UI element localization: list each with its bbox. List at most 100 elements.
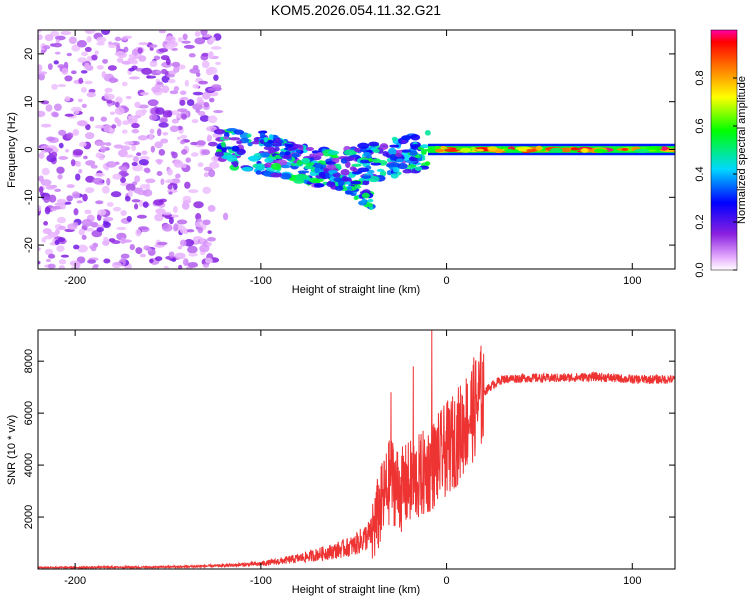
noise-blob [207,230,212,234]
chirp-blob [345,191,353,195]
noise-blob [192,91,204,96]
noise-blob [61,67,69,75]
noise-blob [193,201,204,209]
noise-blob [58,265,65,269]
noise-blob [179,90,187,96]
noise-blob [184,181,191,189]
noise-blob [141,150,148,155]
snr-y-tick-label: 8000 [23,349,35,373]
chirp-blob [346,181,351,185]
noise-blob [44,248,54,256]
chirp-blob [228,137,241,141]
noise-blob [75,163,81,167]
noise-blob [162,211,172,215]
noise-blob [197,110,206,117]
noise-blob [84,62,90,70]
chirp-blob [420,144,430,149]
noise-blob [160,138,169,144]
colorbar-tick-label: 0.8 [694,70,706,85]
noise-blob [201,91,211,100]
noise-blob [44,34,54,42]
noise-blob [177,245,183,250]
noise-blob [173,183,178,190]
noise-blob [76,120,88,127]
chirp-blob [414,154,421,159]
colorbar-tick-label: 0.4 [694,166,706,181]
noise-blob [155,107,165,115]
noise-blob [189,68,201,74]
noise-blob [177,37,183,43]
noise-blob [113,144,124,149]
carrier-blob [526,148,538,153]
spectrogram-x-tick-label: 0 [444,275,450,287]
noise-blob [201,60,210,69]
noise-blob [177,108,188,113]
noise-blob [128,67,135,72]
noise-blob [38,71,48,75]
noise-blob [40,50,45,54]
carrier-blob [634,148,650,153]
noise-blob [112,206,122,212]
snr-x-tick-label: 100 [623,575,641,587]
chirp-blob [341,175,349,182]
noise-blob [138,226,149,230]
noise-blob [206,134,212,142]
noise-blob [42,228,52,235]
chirp-blob [379,143,389,150]
noise-blob [165,179,174,184]
noise-blob [179,239,187,247]
noise-blob [168,78,176,84]
noise-blob [95,152,103,159]
noise-blob [41,237,47,243]
chirp-blob [351,163,362,167]
noise-blob [114,51,126,57]
snr-y-ticks: 2000 4000 6000 8000 [23,349,675,529]
noise-blob [56,166,65,174]
chirp-blob [366,169,375,174]
carrier-blob [487,146,498,151]
colorbar-gradient [710,29,738,271]
spectrogram-y-tick-label: 10 [23,96,35,108]
chirp-blob [401,140,407,144]
noise-blob [191,118,199,124]
noise-blob [111,124,117,129]
noise-blob [57,64,65,69]
noise-blob [156,159,162,165]
noise-blob [72,222,79,227]
noise-blob [120,176,126,184]
chirp-blob [414,166,423,171]
noise-blob [45,185,56,190]
spectrogram-x-tick-label: -200 [64,275,86,287]
chirp-blob [272,143,282,147]
noise-blob [114,107,125,116]
chirp-blob [301,157,311,164]
noise-blob [147,99,159,107]
noise-blob [135,109,146,117]
noise-blob [44,206,51,215]
noise-blob [186,229,195,233]
noise-blob [200,30,208,36]
noise-blob [135,247,143,255]
noise-blob [153,55,161,61]
noise-blob [142,189,153,197]
noise-blob [79,141,87,147]
chirp-blob [259,132,266,139]
noise-blob [74,261,81,269]
noise-blob [180,113,188,120]
chirp-blob [357,167,370,173]
noise-blob [156,70,161,74]
noise-blob [107,65,117,71]
chirp-blob [357,142,370,149]
noise-blob [182,258,189,266]
chirp-blob [344,156,355,162]
noise-blob [81,218,93,227]
chirp-blob [260,152,271,158]
noise-blob [40,123,52,128]
chirp-blob [275,137,281,143]
chirp-blob [327,170,338,174]
snr-frame [37,329,676,570]
noise-blob [80,87,87,93]
spectrogram-x-ticks: -200 -100 0 100 [64,30,641,287]
noise-blob [78,168,83,174]
